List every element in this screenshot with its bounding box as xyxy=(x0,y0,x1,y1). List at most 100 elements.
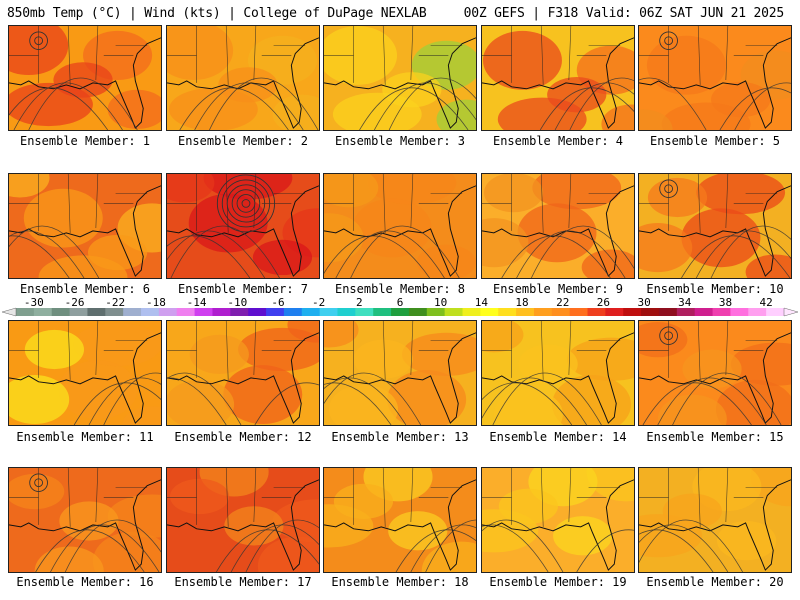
closed-contour xyxy=(664,36,674,46)
colorbar-swatch xyxy=(444,308,464,316)
temperature-shading xyxy=(167,174,215,203)
closed-contour xyxy=(34,36,44,46)
coastline xyxy=(639,479,791,571)
colorbar-swatch xyxy=(676,308,696,316)
height-contour xyxy=(167,230,266,278)
height-contour xyxy=(9,235,70,278)
colorbar-tick-label: -26 xyxy=(65,296,85,309)
closed-contour xyxy=(236,194,256,213)
temperature-shading xyxy=(518,344,578,384)
temperature-shading xyxy=(421,541,476,572)
colorbar-tick-label: -2 xyxy=(312,296,325,309)
closed-contour xyxy=(659,179,678,198)
ensemble-member-label: Ensemble Member: 16 xyxy=(16,575,154,589)
height-contour xyxy=(554,82,634,130)
closed-contour xyxy=(29,473,48,492)
temperature-shading xyxy=(750,468,791,507)
height-contour xyxy=(194,82,304,130)
height-contour xyxy=(103,372,161,425)
state-borders xyxy=(482,468,621,527)
temperature-shading xyxy=(324,174,379,208)
ensemble-member-map-2 xyxy=(166,25,320,131)
temperature-shading xyxy=(639,109,673,130)
temperature-shading xyxy=(696,174,786,215)
height-contour xyxy=(530,225,634,278)
ensemble-member-label: Ensemble Member: 2 xyxy=(177,134,309,148)
colorbar-swatch xyxy=(87,308,106,316)
height-contour xyxy=(576,529,634,572)
colorbar-swatch xyxy=(194,308,213,316)
colorbar-swatch xyxy=(319,308,338,316)
temperature-shading xyxy=(493,389,563,425)
colorbar-swatch xyxy=(33,308,53,316)
coastline xyxy=(324,332,476,424)
colorbar-tick-label: 18 xyxy=(515,296,528,309)
colorbar-left-arrow xyxy=(1,307,17,317)
colorbar-tick-label: 34 xyxy=(678,296,692,309)
ensemble-member-map-13 xyxy=(323,320,477,426)
temperature-shading xyxy=(498,488,558,524)
temperature-shading xyxy=(272,94,319,130)
temperature-shading xyxy=(382,72,442,108)
state-borders xyxy=(324,174,463,233)
ensemble-member-map-3 xyxy=(323,25,477,131)
temperature-shading xyxy=(532,174,622,210)
ensemble-member-map-10 xyxy=(638,173,792,279)
ensemble-member-map-17 xyxy=(166,467,320,573)
temperature-shading xyxy=(553,516,613,556)
temperature-shading xyxy=(711,81,771,118)
temperature-shading xyxy=(482,30,562,90)
height-contour xyxy=(642,382,752,425)
height-contour xyxy=(9,87,109,130)
coastline xyxy=(639,37,791,129)
colorbar-tick-label: 2 xyxy=(356,296,363,309)
height-contour xyxy=(179,87,289,130)
temperature-shading xyxy=(601,104,634,130)
ensemble-member-label: Ensemble Member: 13 xyxy=(331,430,469,444)
colorbar-swatch xyxy=(212,308,231,316)
colorbar-swatch xyxy=(158,308,178,316)
height-contour xyxy=(482,519,564,572)
colorbar-tick-label: 38 xyxy=(719,296,732,309)
colorbar-swatch xyxy=(569,308,589,316)
ensemble-member-map-16 xyxy=(8,467,162,573)
closed-contour xyxy=(34,478,44,488)
colorbar-swatch xyxy=(123,308,142,316)
coastline xyxy=(167,479,319,571)
ensemble-member-map-20 xyxy=(638,467,792,573)
height-contour xyxy=(516,230,626,278)
colorbar-swatch xyxy=(462,308,481,316)
colorbar-swatch xyxy=(69,308,88,316)
temperature-shading xyxy=(107,89,161,130)
coastline xyxy=(324,185,476,277)
colorbar-tick-label: 6 xyxy=(397,296,404,309)
height-contour xyxy=(230,524,319,572)
ensemble-member-label: Ensemble Member: 8 xyxy=(334,282,466,296)
temperature-shading xyxy=(353,339,413,379)
state-borders xyxy=(639,468,778,527)
colorbar-swatch xyxy=(355,308,374,316)
temperature-shading xyxy=(483,174,544,213)
colorbar-swatch xyxy=(105,308,124,316)
temperature-shading xyxy=(218,67,278,103)
temperature-shading xyxy=(167,26,234,80)
colorbar-swatch xyxy=(16,308,35,316)
ensemble-member-label: Ensemble Member: 4 xyxy=(492,134,624,148)
colorbar-tick-label: 30 xyxy=(637,296,650,309)
state-borders xyxy=(324,321,463,380)
temperature-shading xyxy=(716,520,777,561)
ensemble-member-map-4 xyxy=(481,25,635,131)
temperature-colorbar: -30 -26 -22 -18 -14 -10 -6 -2 2 6 10 14 18 22 26 30 34 38… xyxy=(1,296,799,317)
temperature-shading xyxy=(87,234,148,271)
colorbar-swatch xyxy=(641,308,660,316)
colorbar-swatch xyxy=(748,308,767,316)
height-contour xyxy=(50,524,160,572)
height-contour xyxy=(482,524,549,572)
height-contour xyxy=(324,372,422,425)
height-contour xyxy=(639,524,729,572)
height-contour xyxy=(482,377,587,425)
colorbar-swatch xyxy=(141,308,160,316)
colorbar-tick-label: -30 xyxy=(24,296,44,309)
ensemble-member-label: Ensemble Member: 12 xyxy=(174,430,312,444)
state-borders xyxy=(9,174,148,233)
